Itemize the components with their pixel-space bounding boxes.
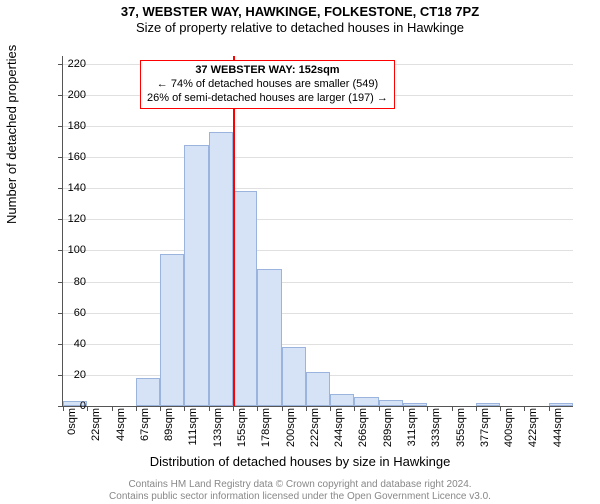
gridline: [63, 126, 573, 127]
y-tick-label: 120: [56, 213, 86, 225]
x-tick-label: 111sqm: [187, 408, 199, 458]
x-tick-label: 400sqm: [503, 408, 515, 458]
histogram-bar: [549, 403, 573, 406]
x-tick: [136, 406, 137, 411]
histogram-bar: [330, 394, 354, 406]
y-tick-label: 40: [56, 338, 86, 350]
x-tick: [233, 406, 234, 411]
x-tick: [209, 406, 210, 411]
y-tick-label: 60: [56, 307, 86, 319]
gridline: [63, 250, 573, 251]
x-tick: [184, 406, 185, 411]
x-tick-label: 44sqm: [115, 408, 127, 458]
y-tick-label: 100: [56, 244, 86, 256]
y-tick-label: 220: [56, 58, 86, 70]
x-tick-label: 444sqm: [552, 408, 564, 458]
gridline: [63, 219, 573, 220]
x-tick-label: 0sqm: [66, 408, 78, 458]
gridline: [63, 188, 573, 189]
x-tick-label: 422sqm: [527, 408, 539, 458]
footer-line-1: Contains HM Land Registry data © Crown c…: [128, 479, 471, 490]
x-tick: [87, 406, 88, 411]
x-tick: [427, 406, 428, 411]
x-tick: [160, 406, 161, 411]
gridline: [63, 157, 573, 158]
x-tick: [257, 406, 258, 411]
y-tick-label: 140: [56, 182, 86, 194]
histogram-bar: [257, 269, 281, 406]
x-tick: [549, 406, 550, 411]
chart-title: 37, WEBSTER WAY, HAWKINGE, FOLKESTONE, C…: [0, 4, 600, 19]
annotation-box: 37 WEBSTER WAY: 152sqm← 74% of detached …: [140, 60, 395, 109]
histogram-bar: [476, 403, 500, 406]
x-tick: [403, 406, 404, 411]
x-tick-label: 377sqm: [479, 408, 491, 458]
histogram-bar: [160, 254, 184, 406]
x-tick-label: 200sqm: [285, 408, 297, 458]
y-tick-label: 20: [56, 369, 86, 381]
gridline: [63, 282, 573, 283]
x-tick-label: 67sqm: [139, 408, 151, 458]
histogram-bar: [233, 191, 257, 406]
x-tick-label: 222sqm: [309, 408, 321, 458]
x-tick: [379, 406, 380, 411]
x-tick: [476, 406, 477, 411]
x-tick: [306, 406, 307, 411]
histogram-bar: [136, 378, 160, 406]
x-tick: [452, 406, 453, 411]
footer-line-2: Contains public sector information licen…: [109, 491, 491, 502]
y-axis-label: Number of detached properties: [4, 45, 19, 224]
gridline: [63, 344, 573, 345]
x-tick-label: 355sqm: [455, 408, 467, 458]
x-tick: [330, 406, 331, 411]
gridline: [63, 313, 573, 314]
x-tick-label: 244sqm: [333, 408, 345, 458]
x-tick: [500, 406, 501, 411]
y-tick-label: 160: [56, 151, 86, 163]
x-tick: [354, 406, 355, 411]
y-tick-label: 180: [56, 120, 86, 132]
x-tick-label: 289sqm: [382, 408, 394, 458]
x-tick: [112, 406, 113, 411]
x-tick-label: 155sqm: [236, 408, 248, 458]
histogram-bar: [354, 397, 378, 406]
histogram-bar: [379, 400, 403, 406]
x-tick: [282, 406, 283, 411]
x-tick: [524, 406, 525, 411]
x-tick-label: 89sqm: [163, 408, 175, 458]
y-tick-label: 80: [56, 276, 86, 288]
x-tick-label: 22sqm: [90, 408, 102, 458]
histogram-bar: [184, 145, 208, 406]
histogram-bar: [306, 372, 330, 406]
y-tick-label: 200: [56, 89, 86, 101]
histogram-bar: [403, 403, 427, 406]
chart-subtitle: Size of property relative to detached ho…: [0, 20, 600, 35]
x-tick-label: 311sqm: [406, 408, 418, 458]
chart-footer: Contains HM Land Registry data © Crown c…: [0, 479, 600, 503]
histogram-bar: [209, 132, 233, 406]
x-tick-label: 178sqm: [260, 408, 272, 458]
x-tick-label: 133sqm: [212, 408, 224, 458]
x-tick-label: 333sqm: [430, 408, 442, 458]
histogram-bar: [282, 347, 306, 406]
x-tick-label: 266sqm: [357, 408, 369, 458]
